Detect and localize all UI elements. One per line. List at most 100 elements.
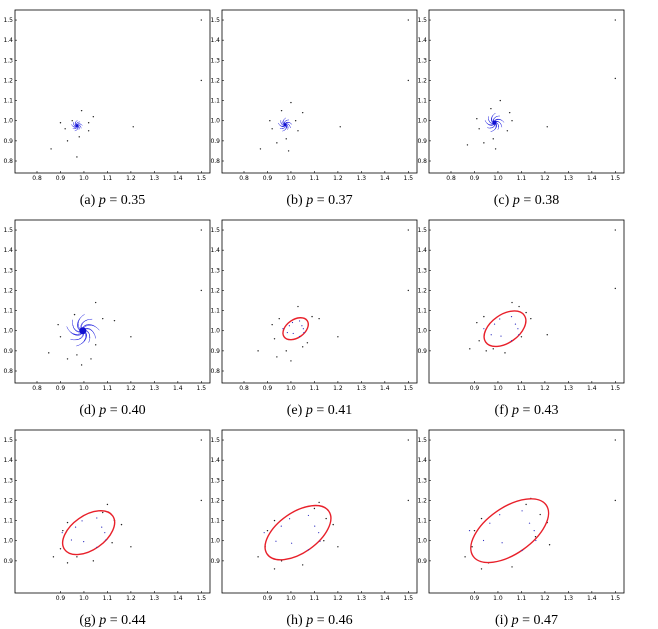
x-tick-label: 0.8: [32, 175, 42, 182]
x-tick-label: 1.0: [79, 385, 89, 392]
caption-letter: (h): [286, 613, 307, 628]
x-tick-label: 1.4: [173, 175, 183, 182]
y-tick-label: 1.0: [210, 118, 220, 125]
data-point: [483, 315, 485, 318]
y-tick-label: 0.9: [417, 558, 427, 565]
trajectory-point: [286, 331, 288, 334]
x-tick-label: 1.1: [517, 595, 527, 602]
caption-p-symbol: p: [306, 193, 314, 208]
data-point: [407, 79, 410, 82]
panel-frame: [14, 9, 211, 174]
data-point: [525, 503, 527, 506]
trajectory-point: [528, 522, 531, 524]
data-point: [269, 120, 271, 122]
data-point: [66, 358, 69, 360]
caption-letter: (f): [494, 403, 513, 418]
data-point: [485, 350, 487, 352]
y-tick-label: 1.2: [417, 77, 427, 84]
data-point: [120, 523, 123, 526]
y-tick-label: 1.4: [417, 37, 427, 44]
data-point: [332, 523, 334, 526]
y-tick-label: 1.5: [417, 227, 427, 234]
data-point: [62, 529, 64, 532]
y-tick-label: 1.1: [210, 518, 220, 525]
data-point: [59, 548, 62, 550]
data-point: [504, 352, 506, 354]
x-tick-label: 1.0: [79, 175, 89, 182]
trajectory-point: [510, 316, 513, 318]
trajectory-point: [288, 325, 290, 327]
x-tick-label: 1.5: [197, 595, 207, 602]
data-point: [520, 336, 523, 338]
x-tick-label: 1.3: [357, 175, 367, 182]
data-point: [614, 439, 617, 441]
data-point: [476, 321, 478, 324]
y-tick-label: 1.2: [3, 77, 13, 84]
data-point: [130, 546, 132, 548]
data-point: [257, 350, 259, 352]
caption-p-symbol: p: [99, 403, 107, 418]
y-tick-label: 0.8: [417, 158, 427, 165]
panel-7: 0.9 1.0 1.1 1.2 1.3 1.4 1.5 0.9 1.0 1.1 1.2 1.3 1.4 1…: [3, 429, 211, 602]
data-point: [506, 130, 509, 132]
limit-cycle: [483, 310, 527, 348]
data-point: [200, 19, 203, 21]
data-point: [301, 564, 304, 566]
y-tick-label: 1.4: [210, 37, 220, 44]
data-point: [200, 289, 203, 292]
trajectory-point: [301, 325, 303, 327]
y-tick-label: 1.3: [210, 477, 220, 484]
panel-frame: [428, 429, 625, 594]
x-tick-label: 0.8: [446, 175, 456, 182]
y-tick-label: 1.5: [3, 437, 13, 444]
y-tick-label: 1.0: [210, 328, 220, 335]
data-point: [102, 511, 104, 514]
y-tick-label: 1.1: [210, 98, 220, 105]
trajectory-point: [74, 526, 77, 528]
trajectory-point: [499, 318, 501, 320]
fixed-point: [492, 120, 497, 125]
panel-caption: (d) p = 0.40: [79, 403, 145, 419]
x-tick-label: 1.0: [286, 595, 296, 602]
data-point: [57, 323, 59, 326]
trajectory-point: [493, 323, 496, 325]
trajectory-point: [291, 542, 293, 544]
panel-frame: [14, 219, 211, 384]
data-point: [614, 77, 617, 80]
x-tick-label: 1.5: [611, 385, 621, 392]
x-tick-label: 1.2: [126, 385, 136, 392]
trajectory-point: [535, 539, 537, 542]
data-point: [614, 499, 617, 502]
y-tick-label: 1.4: [210, 247, 220, 254]
data-point: [59, 336, 62, 338]
data-point: [407, 499, 410, 502]
trajectory-point: [500, 335, 502, 337]
panel-frame: [221, 9, 418, 174]
trajectory-point: [81, 520, 83, 522]
x-tick-label: 1.5: [611, 595, 621, 602]
x-tick-label: 1.5: [404, 595, 414, 602]
caption-p-symbol: p: [511, 613, 519, 628]
x-tick-label: 1.2: [540, 385, 550, 392]
y-tick-label: 1.3: [417, 267, 427, 274]
x-tick-label: 0.9: [56, 175, 66, 182]
panel-frame: [428, 219, 625, 384]
y-tick-label: 1.1: [417, 98, 427, 105]
panel-5: 0.8 0.9 1.0 1.1 1.2 1.3 1.4 1.5 0.8 0.9 1.0 1.1 1.2 1…: [210, 219, 418, 392]
data-point: [52, 556, 55, 558]
data-point: [287, 150, 290, 152]
y-tick-label: 0.9: [210, 348, 220, 355]
y-tick-label: 0.9: [417, 348, 427, 355]
y-tick-label: 0.8: [210, 368, 220, 375]
trajectory-point: [314, 525, 316, 527]
y-tick-label: 1.0: [417, 538, 427, 545]
x-tick-label: 0.9: [263, 595, 273, 602]
data-point: [66, 521, 69, 524]
x-tick-label: 1.2: [333, 595, 343, 602]
x-tick-label: 1.2: [333, 175, 343, 182]
y-tick-label: 1.5: [417, 437, 427, 444]
data-point: [323, 540, 325, 542]
data-point: [494, 148, 497, 150]
trajectory-point: [83, 541, 85, 543]
data-point: [285, 138, 287, 140]
